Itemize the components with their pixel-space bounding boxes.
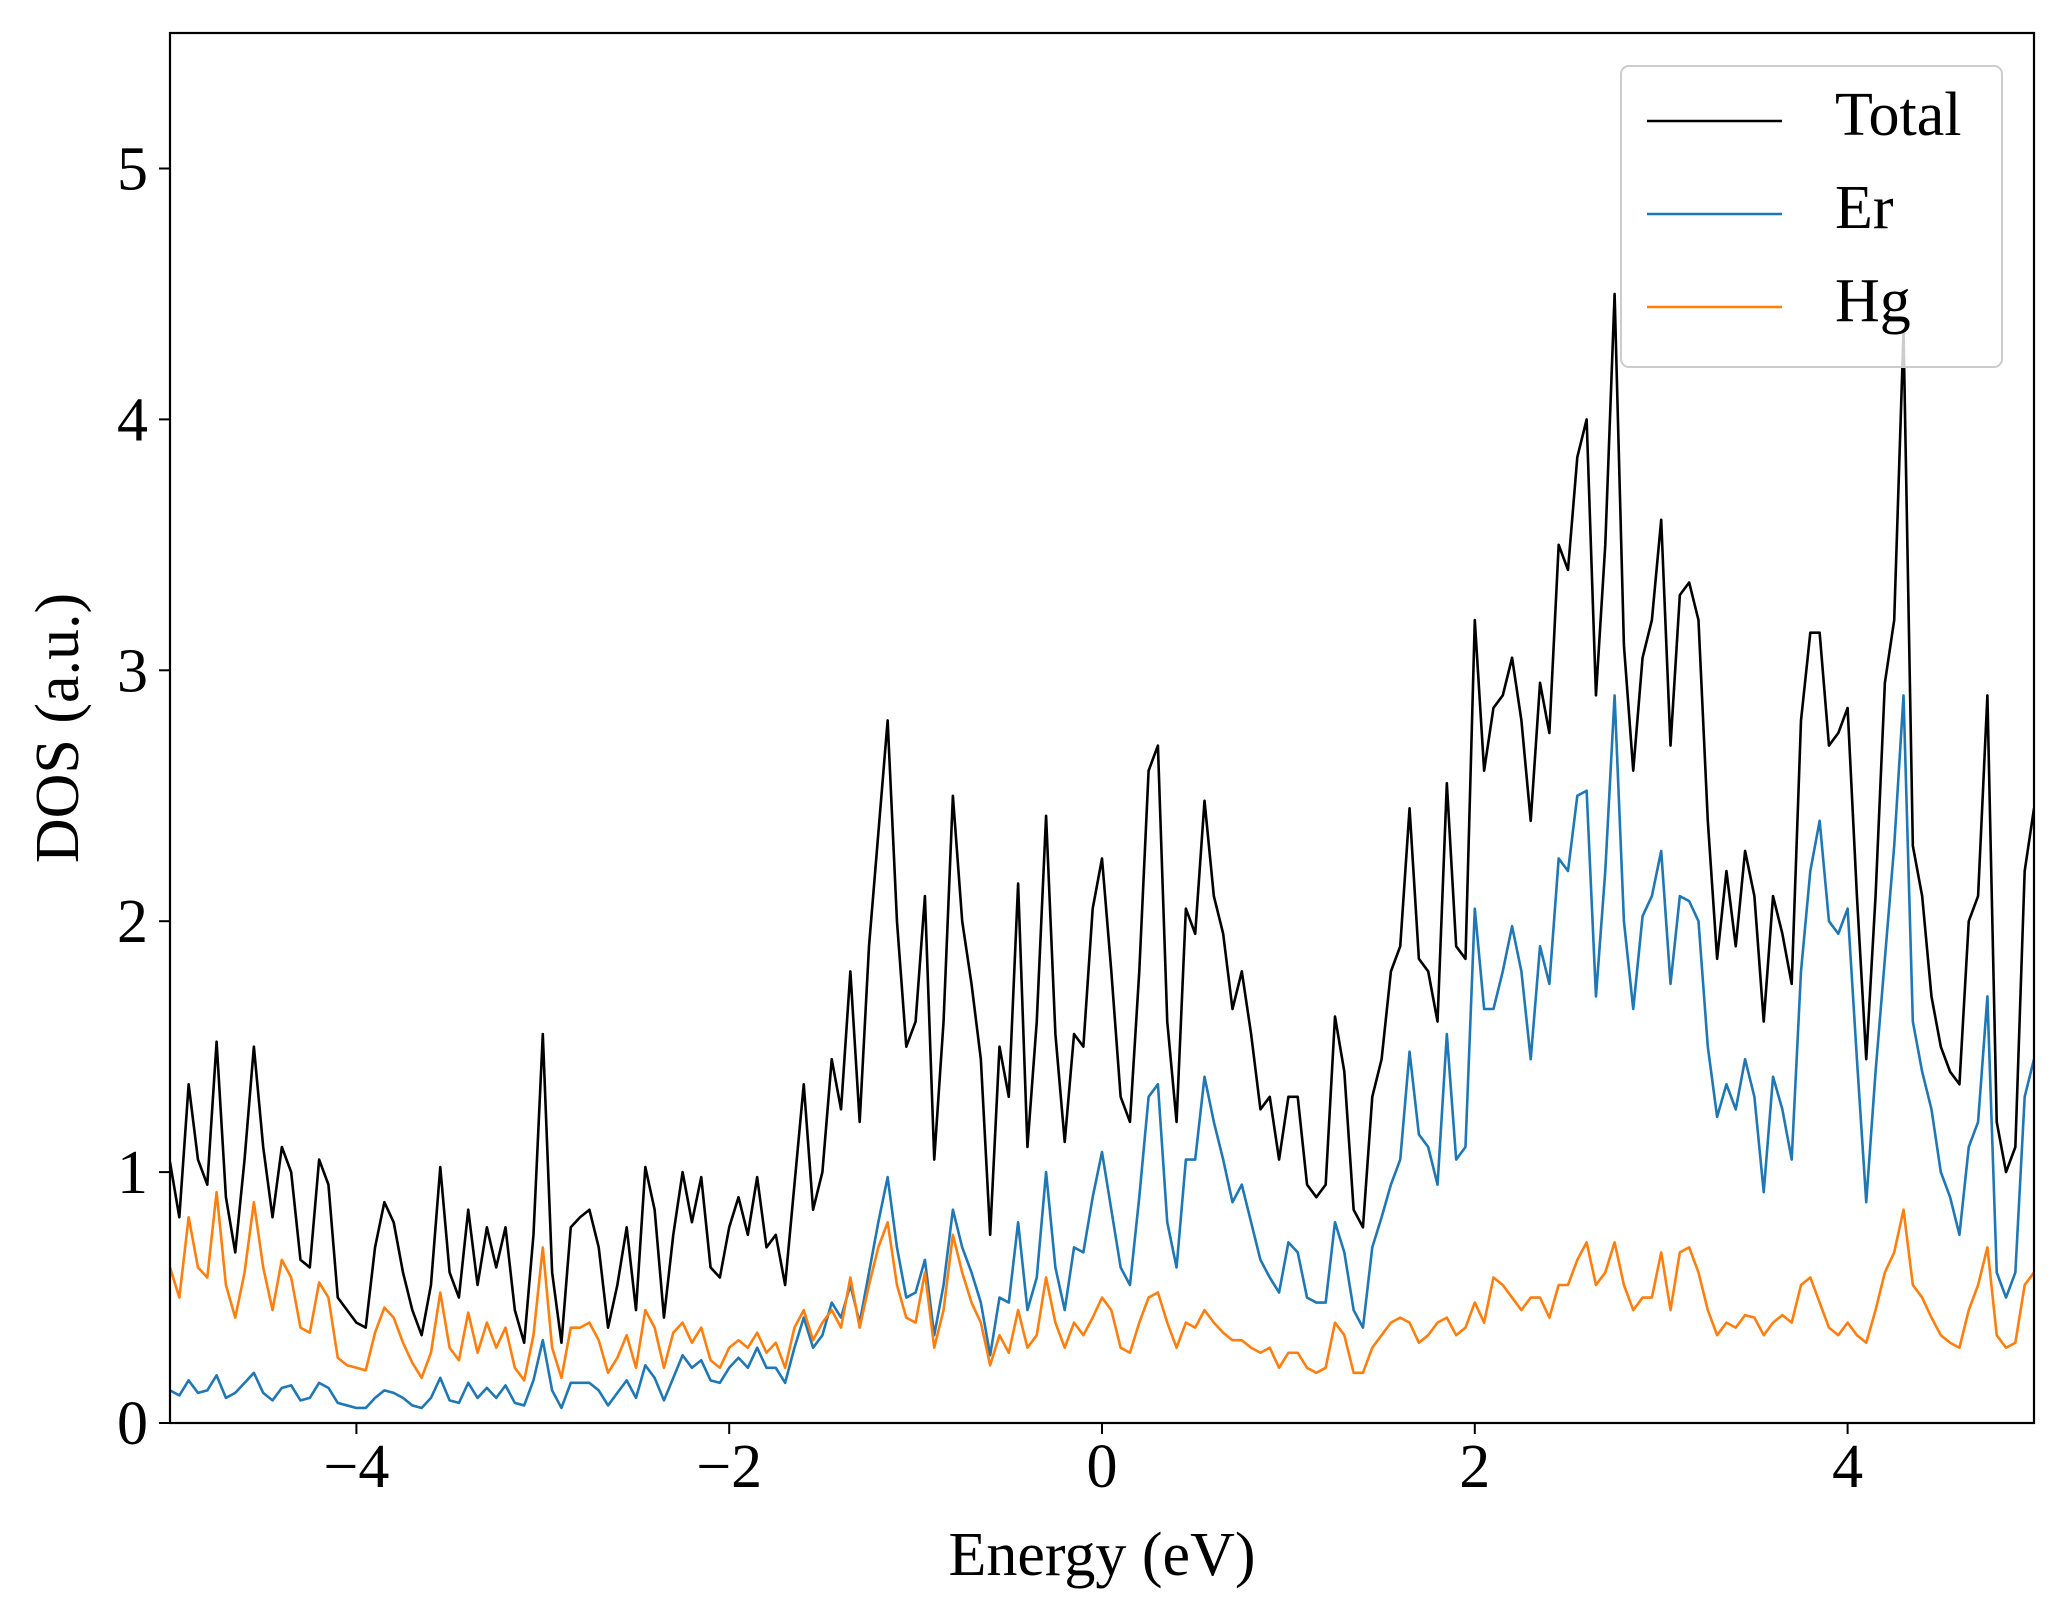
x-tick-label: 0: [1087, 1433, 1118, 1501]
y-tick-label: 0: [117, 1390, 148, 1458]
x-tick-label: 4: [1832, 1433, 1863, 1501]
y-tick-label: 1: [117, 1139, 148, 1207]
y-tick-label: 5: [117, 135, 148, 203]
y-tick-label: 3: [117, 637, 148, 705]
x-tick-label: −2: [696, 1433, 762, 1501]
x-tick-label: 2: [1459, 1433, 1490, 1501]
x-axis-label: Energy (eV): [948, 1521, 1255, 1589]
x-tick-label: −4: [323, 1433, 389, 1501]
legend-label: Er: [1835, 174, 1894, 242]
legend-label: Hg: [1835, 267, 1911, 335]
series-line: [170, 292, 2034, 1345]
legend-frame: [1620, 65, 2003, 368]
y-tick-label: 2: [117, 888, 148, 956]
series-line: [170, 1190, 2034, 1382]
y-tick-label: 4: [117, 386, 148, 454]
series-line: [170, 694, 2034, 1410]
plot-area: [170, 292, 2034, 1410]
legend-label: Total: [1835, 81, 1962, 149]
y-axis-label: DOS (a.u.): [24, 593, 92, 863]
